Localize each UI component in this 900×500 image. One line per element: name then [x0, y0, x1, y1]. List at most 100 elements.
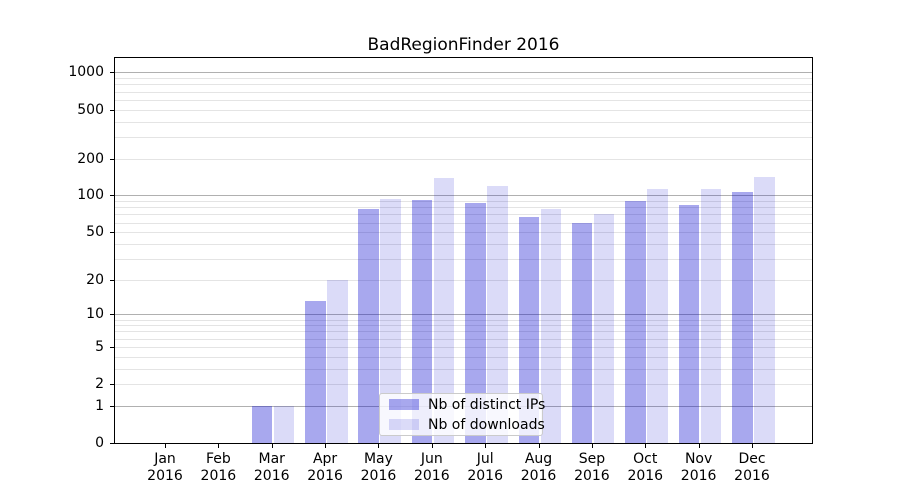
minor-gridline [115, 201, 812, 203]
bar-distinct-ips [732, 192, 753, 443]
minor-gridline [115, 78, 812, 80]
x-tick-mark [378, 444, 380, 448]
minor-gridline [115, 214, 812, 216]
bar-distinct-ips [305, 301, 326, 443]
y-tick-mark [110, 279, 114, 281]
legend-swatch-distinct-ips [389, 399, 419, 410]
y-tick-label: 0 [95, 435, 104, 451]
y-tick-mark [110, 232, 114, 234]
minor-gridline [115, 338, 812, 340]
bar-downloads [754, 176, 775, 443]
x-tick-mark [431, 444, 433, 448]
bar-downloads [273, 405, 295, 443]
legend-swatch-downloads [389, 419, 419, 430]
x-tick-mark [698, 444, 700, 448]
x-tick-label: Dec 2016 [734, 451, 770, 484]
y-tick-mark [110, 109, 114, 111]
x-tick-label: Nov 2016 [680, 451, 717, 484]
minor-gridline [115, 207, 812, 209]
bar-distinct-ips [678, 205, 700, 443]
x-tick-mark [591, 444, 593, 448]
legend: Nb of distinct IPs Nb of downloads [379, 393, 546, 436]
x-tick-label: Jul 2016 [467, 451, 503, 484]
x-tick-label: May 2016 [360, 451, 397, 484]
bar-downloads [540, 209, 562, 443]
legend-item-downloads: Nb of downloads [380, 416, 545, 434]
y-tick-mark [110, 314, 114, 316]
y-tick-label: 200 [77, 150, 104, 167]
bar-downloads [700, 188, 722, 443]
plot-area [115, 58, 812, 443]
y-tick-label: 50 [86, 224, 104, 241]
legend-item-distinct-ips: Nb of distinct IPs [380, 396, 546, 414]
x-tick-label: Feb 2016 [200, 451, 237, 484]
minor-gridline [115, 279, 812, 281]
minor-gridline [115, 243, 812, 245]
bar-distinct-ips [251, 405, 273, 443]
x-tick-mark [538, 444, 540, 448]
minor-gridline [115, 232, 812, 234]
y-tick-label: 1 [95, 397, 104, 414]
legend-label-distinct-ips: Nb of distinct IPs [428, 396, 546, 413]
minor-gridline [115, 109, 812, 111]
bar-downloads [647, 188, 668, 443]
x-tick-label: Apr 2016 [307, 451, 343, 484]
bar-downloads [380, 199, 401, 443]
x-tick-mark [218, 444, 220, 448]
x-tick-label: Sep 2016 [574, 451, 610, 484]
minor-gridline [115, 325, 812, 327]
y-tick-label: 100 [77, 187, 104, 204]
bar-distinct-ips [411, 199, 433, 443]
minor-gridline [115, 319, 812, 321]
y-tick-label: 1000 [68, 64, 104, 81]
y-tick-label: 10 [86, 306, 104, 323]
minor-gridline [115, 222, 812, 224]
x-tick-label: Oct 2016 [627, 451, 664, 484]
minor-gridline [115, 121, 812, 123]
minor-gridline [115, 84, 812, 86]
x-tick-mark [752, 444, 753, 448]
y-tick-mark [110, 72, 114, 74]
minor-gridline [115, 136, 812, 138]
x-tick-mark [165, 444, 166, 448]
legend-label-downloads: Nb of downloads [428, 416, 545, 433]
bar-distinct-ips [625, 201, 646, 443]
y-tick-label: 500 [77, 101, 104, 118]
bar-downloads [327, 279, 348, 443]
y-tick-mark [110, 346, 114, 348]
x-tick-mark [271, 444, 273, 448]
y-tick-mark [110, 195, 114, 197]
bar-distinct-ips [358, 209, 379, 443]
bar-downloads [433, 177, 455, 443]
x-tick-label: Jun 2016 [413, 451, 450, 484]
y-tick-mark [110, 443, 114, 444]
x-tick-label: Aug 2016 [520, 451, 557, 484]
minor-gridline [115, 346, 812, 348]
minor-gridline [115, 91, 812, 93]
minor-gridline [115, 258, 812, 260]
x-tick-label: Mar 2016 [253, 451, 290, 484]
y-tick-label: 20 [86, 271, 104, 288]
x-tick-mark [325, 444, 327, 448]
minor-gridline [115, 331, 812, 333]
major-gridline [115, 314, 812, 316]
bar-downloads [487, 185, 508, 443]
x-tick-mark [485, 444, 487, 448]
minor-gridline [115, 158, 812, 160]
x-tick-label: Jan 2016 [147, 451, 183, 484]
y-tick-mark [110, 405, 114, 407]
y-tick-mark [110, 158, 114, 160]
bar-distinct-ips [571, 223, 593, 443]
chart-title: BadRegionFinder 2016 [367, 35, 560, 55]
major-gridline [115, 195, 812, 197]
bar-downloads [593, 214, 615, 443]
y-tick-label: 2 [95, 376, 104, 393]
major-gridline [115, 72, 812, 74]
bar-distinct-ips [465, 203, 486, 443]
minor-gridline [115, 356, 812, 358]
minor-gridline [115, 99, 812, 101]
minor-gridline [115, 368, 812, 370]
x-tick-mark [645, 444, 647, 448]
y-tick-label: 5 [95, 338, 104, 355]
